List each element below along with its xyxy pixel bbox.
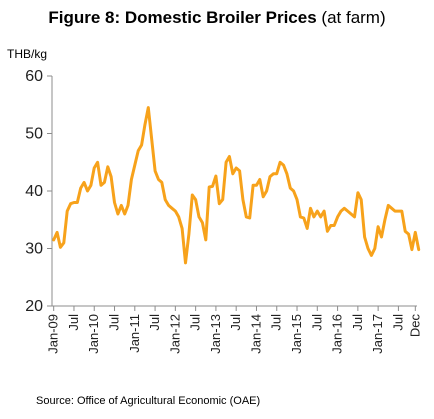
x-tick-label: Jan-13: [208, 314, 223, 354]
chart-title-suffix: (at farm): [316, 8, 386, 27]
x-tick-label: Jan-15: [289, 314, 304, 354]
x-tick-label: Jan-09: [46, 314, 61, 354]
y-tick-label: 30: [25, 241, 43, 258]
y-tick-label: 40: [25, 183, 43, 200]
x-tick-label: Jan-12: [167, 314, 182, 354]
x-tick-label: Jan-17: [370, 314, 385, 354]
series-line-broiler-price: [52, 106, 421, 265]
chart-title: Figure 8: Domestic Broiler Prices (at fa…: [0, 8, 434, 28]
x-tick-label: Jan-11: [127, 314, 142, 353]
y-tick-label: 20: [25, 298, 43, 315]
x-tick-label: Jul: [188, 314, 203, 331]
x-tick-label: Jul: [390, 314, 405, 331]
x-tick-label: Jul: [269, 314, 284, 331]
y-tick-label: 50: [25, 126, 43, 143]
x-tick-label: Jul: [228, 314, 243, 331]
x-tick-label: Jul: [350, 314, 365, 331]
chart-title-main: Figure 8: Domestic Broiler Prices: [48, 8, 317, 27]
x-tick-label: Jul: [66, 314, 81, 331]
x-tick-label: Jan-14: [248, 314, 263, 354]
source-note: Source: Office of Agricultural Economic …: [36, 395, 261, 407]
x-tick-label: Jan-10: [86, 314, 101, 354]
y-axis-label: THB/kg: [7, 47, 48, 61]
y-tick-label: 60: [25, 68, 43, 85]
x-tick-label: Jul: [309, 314, 324, 331]
x-tick-label: Jul: [147, 314, 162, 331]
x-tick-label: Jul: [107, 314, 122, 331]
x-tick-label: Dec: [407, 314, 422, 338]
x-tick-label: Jan-16: [330, 314, 345, 354]
